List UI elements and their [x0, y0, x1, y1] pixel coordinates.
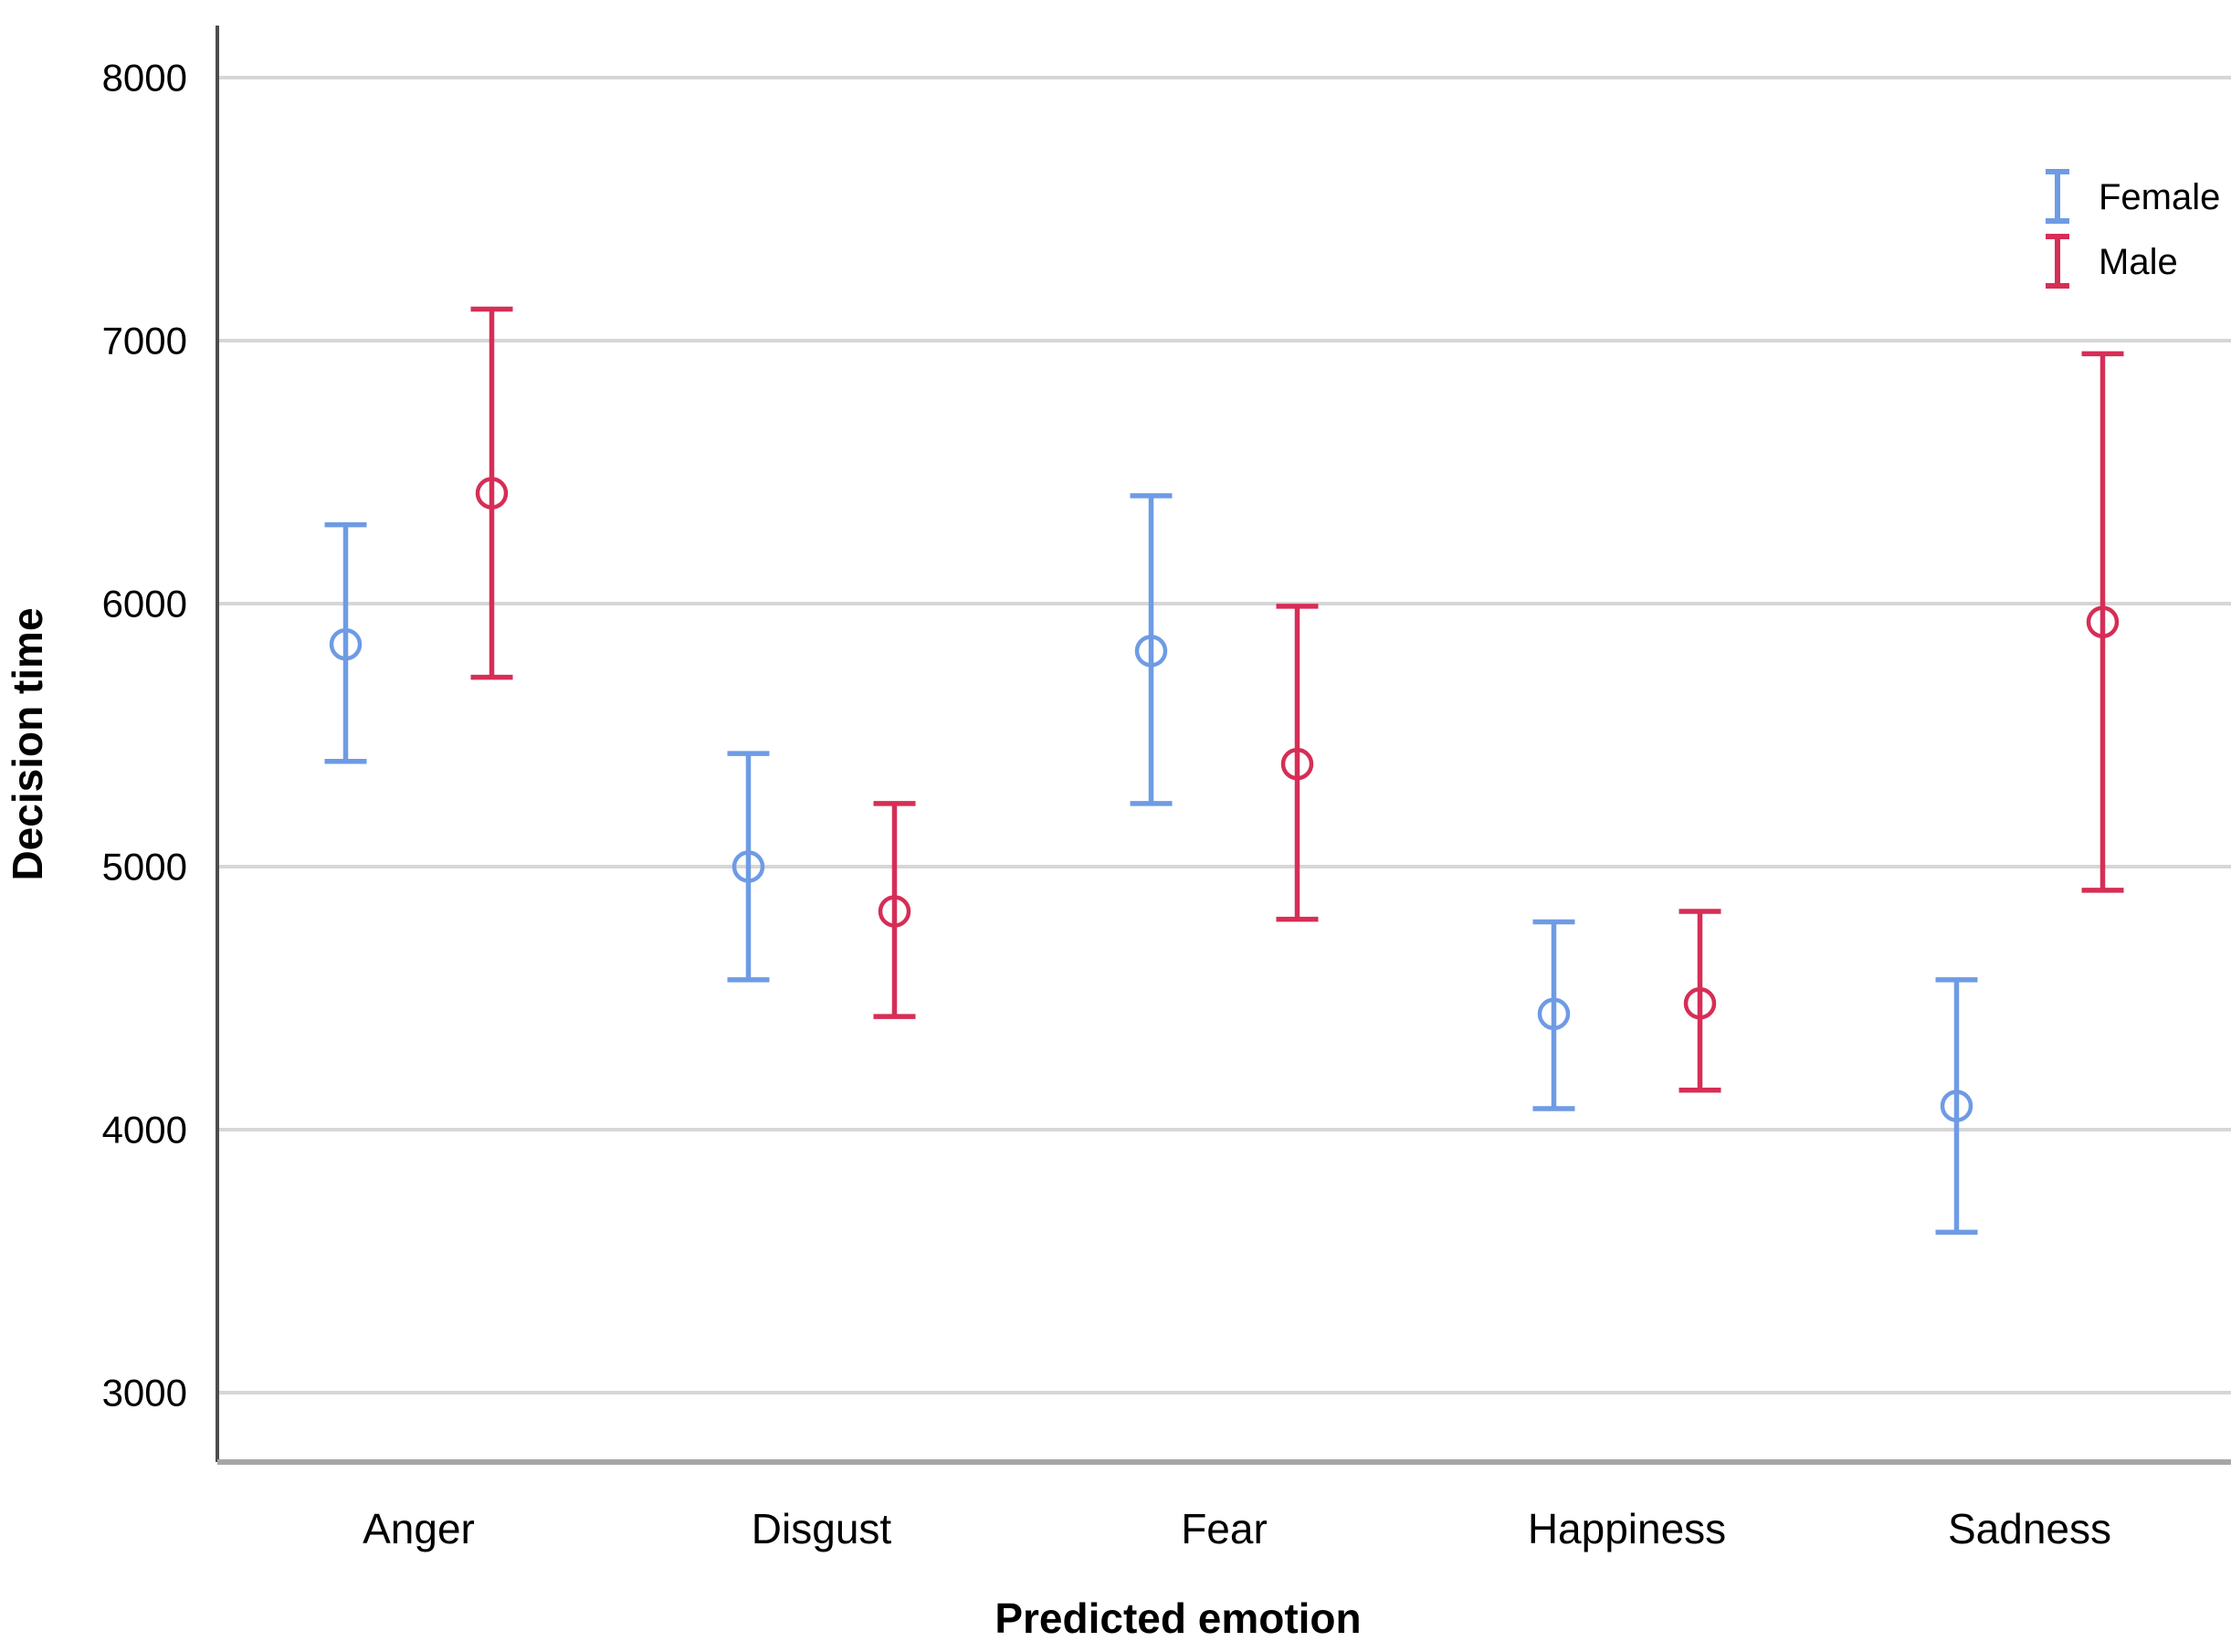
y-tick-label-8000: 8000	[102, 57, 187, 100]
mean-marker-male-sadness	[2086, 605, 2120, 638]
errorbar-female-happiness	[1532, 919, 1575, 1111]
errorbar-female-fear	[1130, 493, 1173, 806]
x-axis-title: Predicted emotion	[994, 1594, 1361, 1642]
mean-marker-female-happiness	[1537, 997, 1571, 1031]
legend-label-female: Female	[2099, 177, 2220, 217]
mean-marker-male-anger	[475, 477, 509, 510]
y-tick-label-5000: 5000	[102, 846, 187, 889]
x-category-label-happiness: Happiness	[1528, 1505, 1726, 1552]
y-tick-label-7000: 7000	[102, 320, 187, 363]
legend-label-male: Male	[2099, 242, 2178, 282]
errorbar-female-disgust	[727, 751, 770, 983]
x-category-label-sadness: Sadness	[1948, 1505, 2111, 1552]
axes-layer	[216, 26, 2231, 1465]
errorbar-male-happiness	[1679, 909, 1721, 1093]
errorbar-male-anger	[470, 306, 513, 680]
y-tick-label-3000: 3000	[102, 1372, 187, 1415]
errorbar-male-fear	[1276, 604, 1319, 922]
legend-item-male: Male	[2046, 234, 2178, 289]
x-category-label-disgust: Disgust	[752, 1505, 892, 1552]
legend: Female Male	[2046, 169, 2220, 289]
y-tick-label-4000: 4000	[102, 1109, 187, 1152]
mean-marker-female-anger	[329, 627, 363, 661]
errorbar-female-anger	[324, 521, 367, 764]
mean-marker-male-happiness	[1683, 987, 1717, 1020]
series-layer	[324, 306, 2124, 1236]
x-category-label-fear: Fear	[1181, 1505, 1268, 1552]
errorbar-male-disgust	[873, 801, 916, 1019]
y-tick-label-6000: 6000	[102, 583, 187, 626]
mean-marker-female-disgust	[731, 850, 765, 883]
legend-item-female: Female	[2046, 169, 2220, 224]
mean-marker-female-fear	[1134, 635, 1168, 668]
y-axis-title: Decision time	[4, 607, 51, 880]
mean-marker-male-fear	[1280, 747, 1314, 781]
x-category-label-anger: Anger	[363, 1505, 475, 1552]
errorbar-female-sadness	[1935, 977, 1978, 1236]
mean-marker-male-disgust	[878, 895, 911, 928]
tick-labels-layer: 3000 4000 5000 6000 7000 8000 Anger Disgust Fear…	[102, 57, 2111, 1552]
gridlines-layer	[217, 76, 2231, 1394]
mean-marker-female-sadness	[1940, 1089, 1973, 1122]
errorbar-male-sadness	[2081, 351, 2124, 893]
